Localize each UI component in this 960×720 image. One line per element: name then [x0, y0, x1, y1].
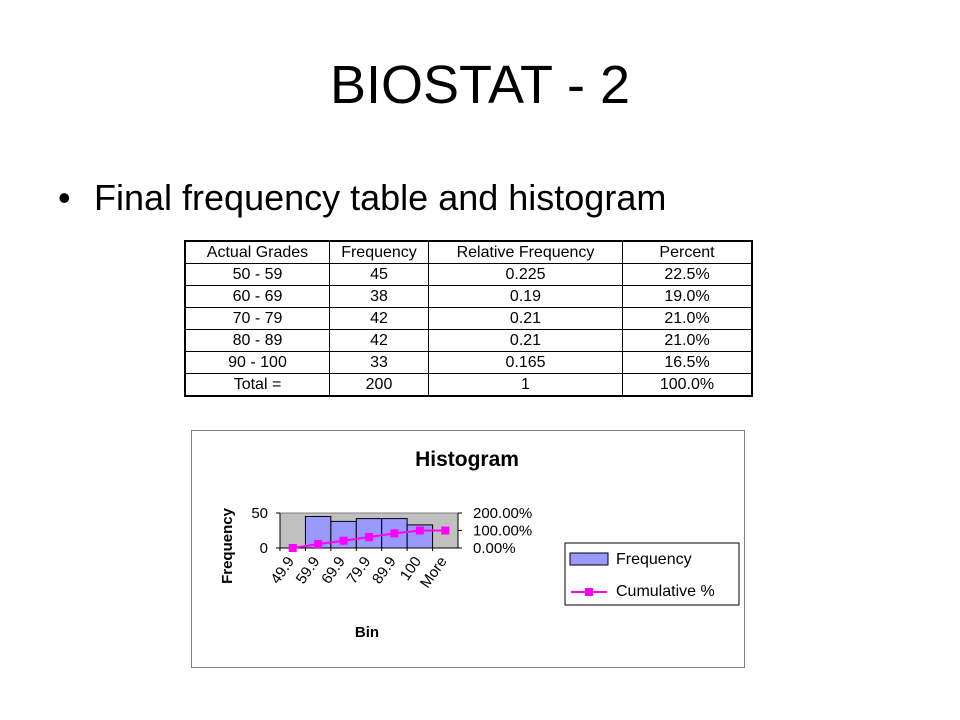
frequency-table: Actual Grades Frequency Relative Frequen…	[184, 240, 753, 397]
table-cell: 90 - 100	[184, 351, 330, 374]
table-cell: 33	[329, 351, 429, 374]
y-axis-label: Frequency	[219, 507, 236, 584]
legend-cumulative-marker	[585, 588, 593, 596]
y-tick-label: 50	[251, 505, 268, 522]
table-cell: 0.19	[428, 285, 623, 308]
header-cell: Frequency	[329, 240, 429, 264]
header-cell: Percent	[622, 240, 753, 264]
table-cell: 0.21	[428, 307, 623, 330]
x-axis-label: Bin	[355, 624, 379, 641]
slide-title: BIOSTAT - 2	[329, 55, 631, 115]
histogram-svg: Histogram Frequency Bin 0 50 0.00%100.00%2…	[219, 448, 740, 641]
table-row: 60 - 69 38 0.19 19.0%	[184, 285, 753, 308]
y-tick-label: 0	[260, 540, 268, 557]
cumulative-marker	[314, 540, 323, 549]
bullet-dot-icon: •	[58, 177, 71, 218]
table-cell: Total =	[184, 373, 330, 397]
table-cell: 50 - 59	[184, 263, 330, 286]
table-cell: 38	[329, 285, 429, 308]
table-cell: 80 - 89	[184, 329, 330, 352]
bullet-text: Final frequency table and histogram	[94, 177, 667, 218]
table-row: Total = 200 1 100.0%	[184, 373, 753, 397]
table-cell: 0.21	[428, 329, 623, 352]
table-cell: 19.0%	[622, 285, 753, 308]
legend-frequency-label: Frequency	[616, 551, 692, 568]
table-header-row: Actual Grades Frequency Relative Frequen…	[184, 240, 753, 264]
y2-tick-label: 100.00%	[473, 523, 532, 540]
table-cell: 42	[329, 307, 429, 330]
table-cell: 70 - 79	[184, 307, 330, 330]
chart-title: Histogram	[415, 448, 519, 471]
y2-tick-label: 200.00%	[473, 505, 532, 522]
cumulative-marker	[288, 544, 297, 552]
x-tick-label: 79.9	[344, 554, 375, 588]
x-tick-label: 69.9	[318, 554, 349, 588]
table-cell: 200	[329, 373, 429, 397]
table-cell: 100.0%	[622, 373, 753, 397]
table-cell: 21.0%	[622, 329, 753, 352]
bullet-item: • Final frequency table and histogram	[58, 180, 666, 216]
table-cell: 21.0%	[622, 307, 753, 330]
cumulative-marker	[339, 536, 348, 545]
plot-area: 0 50 0.00%100.00%200.00% 49.959.969.979.989…	[251, 505, 532, 591]
cumulative-marker	[390, 529, 399, 538]
table-row: 80 - 89 42 0.21 21.0%	[184, 329, 753, 352]
table-cell: 22.5%	[622, 263, 753, 286]
table-cell: 0.225	[428, 263, 623, 286]
x-tick-label: 89.9	[369, 554, 400, 588]
table-cell: 0.165	[428, 351, 623, 374]
y2-tick-label: 0.00%	[473, 540, 516, 557]
header-cell: Actual Grades	[184, 240, 330, 264]
table-cell: 45	[329, 263, 429, 286]
legend: Frequency Cumulative %	[564, 542, 740, 606]
cumulative-marker	[415, 526, 424, 535]
header-cell: Relative Frequency	[428, 240, 623, 264]
table-cell: 1	[428, 373, 623, 397]
legend-cumulative-label: Cumulative %	[616, 583, 715, 600]
table-cell: 42	[329, 329, 429, 352]
cumulative-marker	[441, 526, 450, 535]
x-tick-label: 59.9	[293, 554, 324, 588]
table-row: 50 - 59 45 0.225 22.5%	[184, 263, 753, 286]
legend-frequency-swatch	[569, 552, 609, 566]
table-row: 70 - 79 42 0.21 21.0%	[184, 307, 753, 330]
table-cell: 60 - 69	[184, 285, 330, 308]
x-tick-label: 49.9	[267, 554, 298, 588]
histogram-chart: Histogram Frequency Bin 0 50 0.00% 100.00% 2…	[191, 430, 745, 668]
x-tick-label: More	[417, 554, 451, 592]
table-cell: 16.5%	[622, 351, 753, 374]
table-row: 90 - 100 33 0.165 16.5%	[184, 351, 753, 374]
cumulative-marker	[365, 533, 373, 542]
